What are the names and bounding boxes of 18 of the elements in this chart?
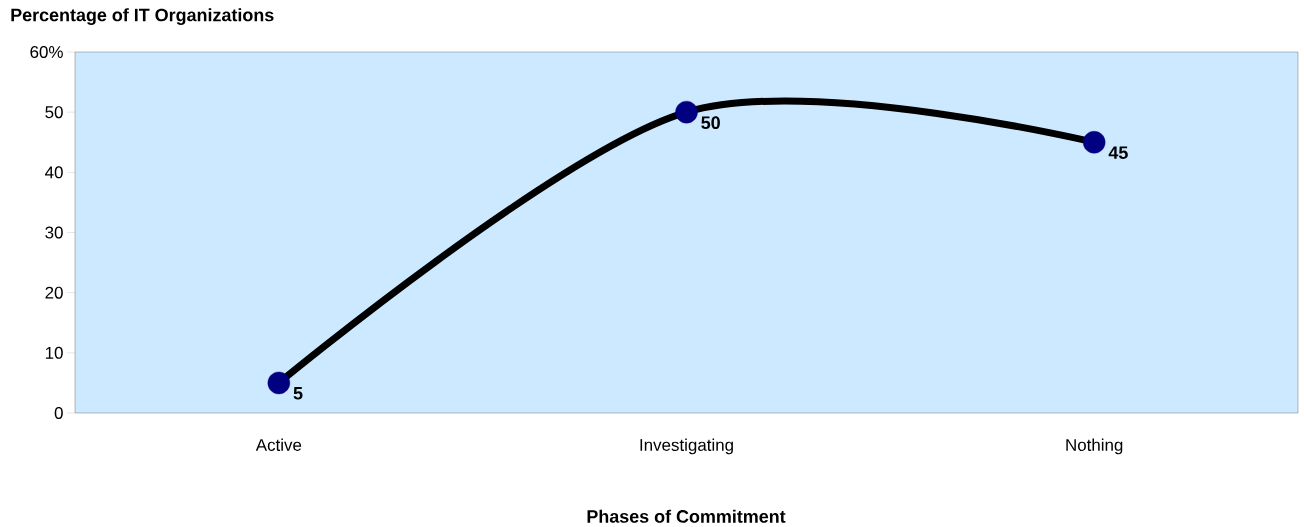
x-tick-label: Nothing	[1066, 438, 1123, 455]
y-tick-label: 40	[45, 166, 63, 179]
y-tick-label: 30	[45, 226, 63, 239]
y-axis-title: Percentage of IT Organizations	[11, 8, 274, 25]
y-tick-label: 0	[54, 407, 63, 419]
x-tick-label: Active	[255, 438, 302, 451]
data-label: 45	[1108, 146, 1128, 159]
point	[1082, 131, 1106, 154]
y-tick-label: 20	[45, 286, 63, 299]
data-label: 5	[293, 387, 303, 400]
point	[675, 100, 698, 124]
x-tick-label: Investigating	[640, 438, 733, 455]
y-tick-label: 10	[45, 346, 63, 359]
data-label: 50	[701, 116, 720, 130]
x-axis-title: Phases of Commitment	[587, 509, 786, 523]
y-tick-label: 50	[45, 106, 63, 119]
y-tick-label: 60%	[30, 46, 63, 58]
point	[267, 371, 291, 395]
